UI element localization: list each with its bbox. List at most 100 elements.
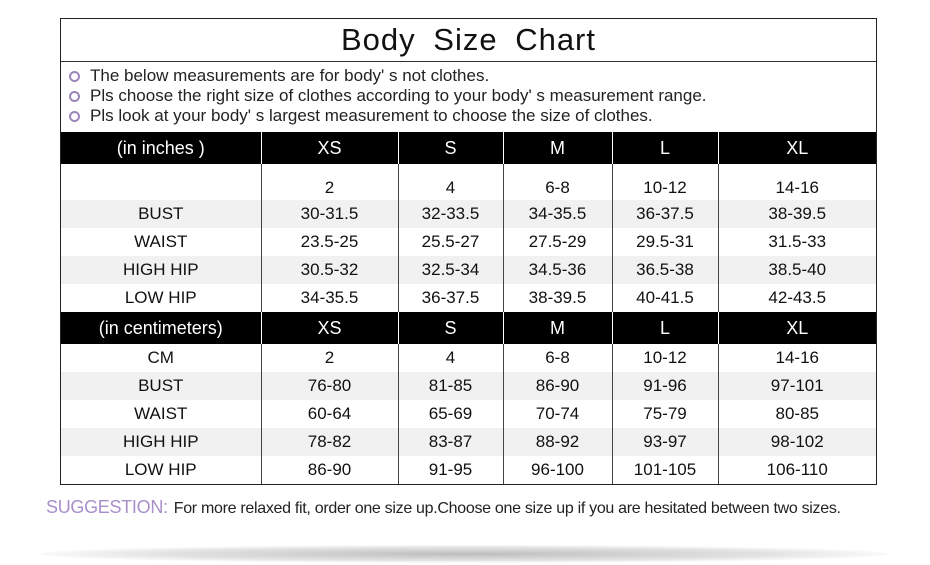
measurement-cell: 42-43.5 (717, 284, 876, 312)
measurement-cell: 6-8 (502, 164, 612, 200)
size-header: M (502, 312, 612, 344)
measurement-cell: 27.5-29 (502, 228, 612, 256)
row-label: WAIST (134, 232, 188, 251)
measurement-cell: 97-101 (717, 372, 876, 400)
measurement-cell: 70-74 (502, 400, 612, 428)
row-label: LOW HIP (124, 460, 197, 479)
row-label: BUST (61, 372, 261, 400)
row-label (61, 164, 261, 200)
size-table: (in inches ) XS S M L XL 2 4 6-8 10-12 14-16 BUST 30… (61, 132, 876, 484)
measurement-cell: 30-31.5 (260, 200, 398, 228)
measurement-cell: 91-96 (611, 372, 718, 400)
measurement-cell: 106-110 (717, 456, 876, 484)
table-row: CM 2 4 6-8 10-12 14-16 (61, 344, 876, 372)
circle-bullet-icon (69, 70, 80, 82)
table-row: WAIST 23.5-25 25.5-27 27.5-29 29.5-31 31.5-33 (61, 228, 876, 256)
unit-header: (in centimeters) (61, 312, 261, 344)
measurement-cell: 34-35.5 (502, 200, 612, 228)
table-row: HIGH HIP 78-82 83-87 88-92 93-97 98-102 (61, 428, 876, 456)
table-row: BUST 76-80 81-85 86-90 91-96 97-101 (61, 372, 876, 400)
measurement-cell: 80-85 (717, 400, 876, 428)
measurement-cell: 4 (397, 344, 503, 372)
measurement-cell: 60-64 (260, 400, 398, 428)
suggestion-text: For more relaxed fit, order one size up.… (173, 500, 841, 517)
size-header: XS (260, 132, 398, 164)
circle-bullet-icon (69, 110, 80, 122)
measurement-cell: 34-35.5 (260, 284, 398, 312)
measurement-cell: 88-92 (502, 428, 612, 456)
measurement-cell: 98-102 (717, 428, 876, 456)
size-header: XS (260, 312, 398, 344)
note-text: Pls look at your body' s largest measure… (90, 106, 653, 125)
measurement-cell: 10-12 (611, 344, 718, 372)
measurement-cell: 2 (260, 164, 398, 200)
table-row: HIGH HIP 30.5-32 32.5-34 34.5-36 36.5-38 38.5… (61, 256, 876, 284)
notes: The below measurements are for body' s n… (61, 62, 876, 132)
unit-header: (in inches ) (61, 132, 261, 164)
measurement-cell: 38-39.5 (717, 200, 876, 228)
measurement-cell: 38-39.5 (502, 284, 612, 312)
note-item: Pls look at your body' s largest measure… (69, 106, 876, 126)
measurement-cell: 65-69 (397, 400, 503, 428)
measurement-cell: 38.5-40 (717, 256, 876, 284)
measurement-cell: 30.5-32 (260, 256, 398, 284)
measurement-cell: 10-12 (611, 164, 718, 200)
measurement-cell: 31.5-33 (717, 228, 876, 256)
size-header: S (397, 312, 503, 344)
measurement-cell: 101-105 (611, 456, 718, 484)
chart-title: Body Size Chart (61, 19, 876, 62)
measurement-cell: 29.5-31 (611, 228, 718, 256)
size-header: L (611, 132, 718, 164)
measurement-cell: 78-82 (260, 428, 398, 456)
measurement-cell: 14-16 (717, 164, 876, 200)
size-header: L (611, 312, 718, 344)
measurement-cell: 36-37.5 (611, 200, 718, 228)
shadow-decoration (40, 545, 890, 563)
measurement-cell: 86-90 (260, 456, 398, 484)
measurement-cell: 36.5-38 (611, 256, 718, 284)
suggestion-label: SUGGESTION: (46, 497, 168, 517)
row-label: HIGH HIP (61, 256, 261, 284)
size-chart: Body Size Chart The below measurements a… (60, 18, 877, 485)
table-row: WAIST 60-64 65-69 70-74 75-79 80-85 (61, 400, 876, 428)
note-text: Pls choose the right size of clothes acc… (90, 86, 707, 105)
centimeters-header-row: (in centimeters) XS S M L XL (61, 312, 876, 344)
row-label: CM (147, 348, 174, 367)
row-label: HIGH HIP (61, 428, 261, 456)
measurement-cell: 32.5-34 (397, 256, 503, 284)
measurement-cell: 14-16 (717, 344, 876, 372)
table-row: BUST 30-31.5 32-33.5 34-35.5 36-37.5 38-39.5 (61, 200, 876, 228)
table-row: 2 4 6-8 10-12 14-16 (61, 164, 876, 200)
measurement-cell: 75-79 (611, 400, 718, 428)
table-row: LOW HIP 34-35.5 36-37.5 38-39.5 40-41.5 42-43… (61, 284, 876, 312)
row-label: WAIST (134, 404, 188, 423)
measurement-cell: 25.5-27 (397, 228, 503, 256)
measurement-cell: 40-41.5 (611, 284, 718, 312)
note-item: Pls choose the right size of clothes acc… (69, 86, 876, 106)
note-item: The below measurements are for body' s n… (69, 66, 876, 86)
measurement-cell: 4 (397, 164, 503, 200)
measurement-cell: 36-37.5 (397, 284, 503, 312)
measurement-cell: 83-87 (397, 428, 503, 456)
measurement-cell: 81-85 (397, 372, 503, 400)
size-header: XL (717, 312, 876, 344)
measurement-cell: 96-100 (502, 456, 612, 484)
row-label: LOW HIP (124, 288, 197, 307)
circle-bullet-icon (69, 90, 80, 102)
measurement-cell: 91-95 (397, 456, 503, 484)
measurement-cell: 76-80 (260, 372, 398, 400)
note-text: The below measurements are for body' s n… (90, 66, 490, 85)
measurement-cell: 32-33.5 (397, 200, 503, 228)
size-header: XL (717, 132, 876, 164)
row-label: BUST (61, 200, 261, 228)
measurement-cell: 86-90 (502, 372, 612, 400)
size-header: M (502, 132, 612, 164)
measurement-cell: 93-97 (611, 428, 718, 456)
measurement-cell: 23.5-25 (260, 228, 398, 256)
inches-header-row: (in inches ) XS S M L XL (61, 132, 876, 164)
measurement-cell: 2 (260, 344, 398, 372)
suggestion: SUGGESTION: For more relaxed fit, order o… (46, 497, 841, 518)
table-row: LOW HIP 86-90 91-95 96-100 101-105 106-110 (61, 456, 876, 484)
measurement-cell: 34.5-36 (502, 256, 612, 284)
size-header: S (397, 132, 503, 164)
